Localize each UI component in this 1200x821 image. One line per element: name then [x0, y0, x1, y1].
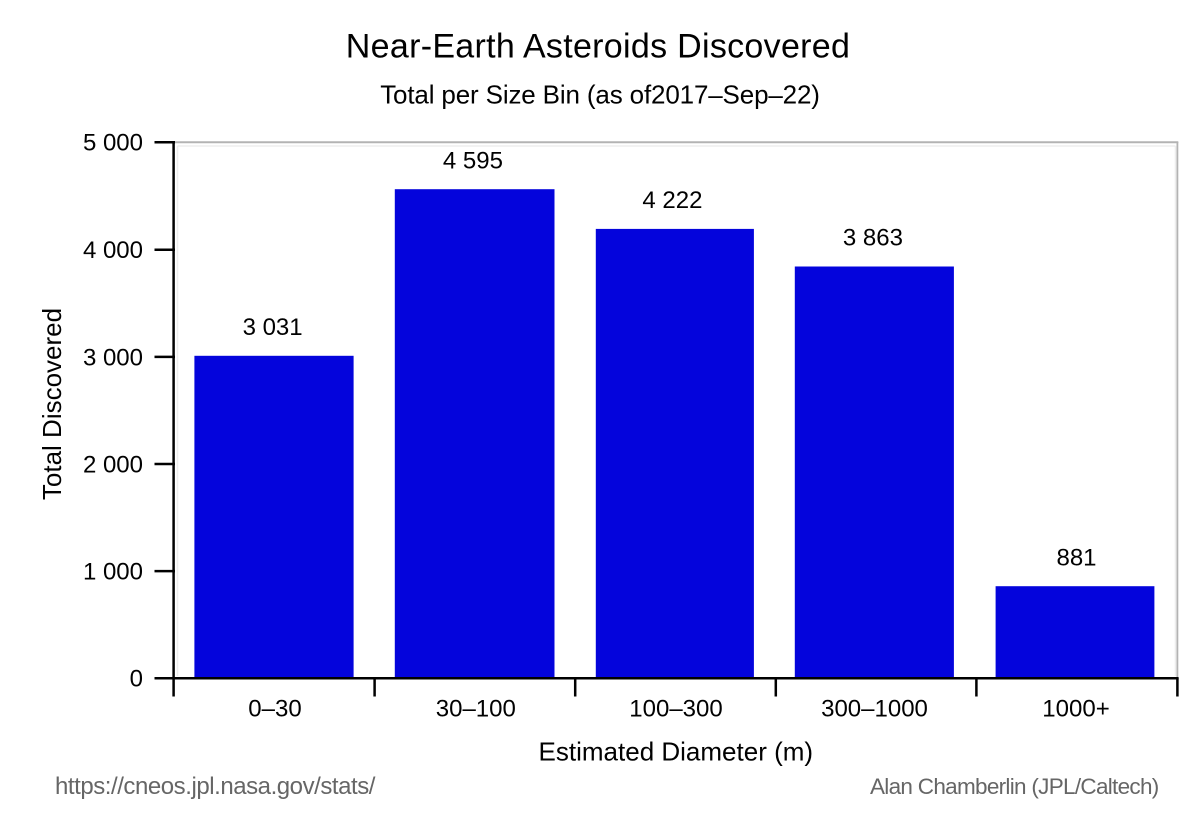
svg-text:0–30: 0–30 — [248, 696, 301, 723]
svg-text:Alan Chamberlin (JPL/Caltech): Alan Chamberlin (JPL/Caltech) — [870, 774, 1159, 799]
svg-text:300–1000: 300–1000 — [821, 696, 928, 723]
svg-text:Estimated Diameter (m): Estimated Diameter (m) — [539, 736, 814, 766]
svg-text:5 000: 5 000 — [83, 130, 143, 157]
svg-text:0: 0 — [130, 666, 143, 693]
svg-text:Total Discovered: Total Discovered — [37, 308, 67, 500]
svg-text:4 222: 4 222 — [642, 187, 702, 214]
svg-text:30–100: 30–100 — [436, 696, 516, 723]
svg-text:https://cneos.jpl.nasa.gov/sta: https://cneos.jpl.nasa.gov/stats/ — [55, 773, 376, 800]
svg-text:3 000: 3 000 — [83, 344, 143, 371]
svg-text:1000+: 1000+ — [1042, 696, 1109, 723]
svg-text:100–300: 100–300 — [629, 696, 722, 723]
svg-text:Total per Size Bin (as of2017–: Total per Size Bin (as of2017–Sep–22) — [380, 80, 820, 110]
svg-text:Near-Earth Asteroids Discovere: Near-Earth Asteroids Discovered — [346, 28, 850, 66]
svg-text:4 000: 4 000 — [83, 237, 143, 264]
svg-text:4 595: 4 595 — [443, 147, 503, 174]
svg-text:881: 881 — [1056, 544, 1096, 571]
svg-text:1 000: 1 000 — [83, 559, 143, 586]
svg-text:3 031: 3 031 — [243, 314, 303, 341]
svg-text:3 863: 3 863 — [843, 224, 903, 251]
svg-text:2 000: 2 000 — [83, 451, 143, 478]
